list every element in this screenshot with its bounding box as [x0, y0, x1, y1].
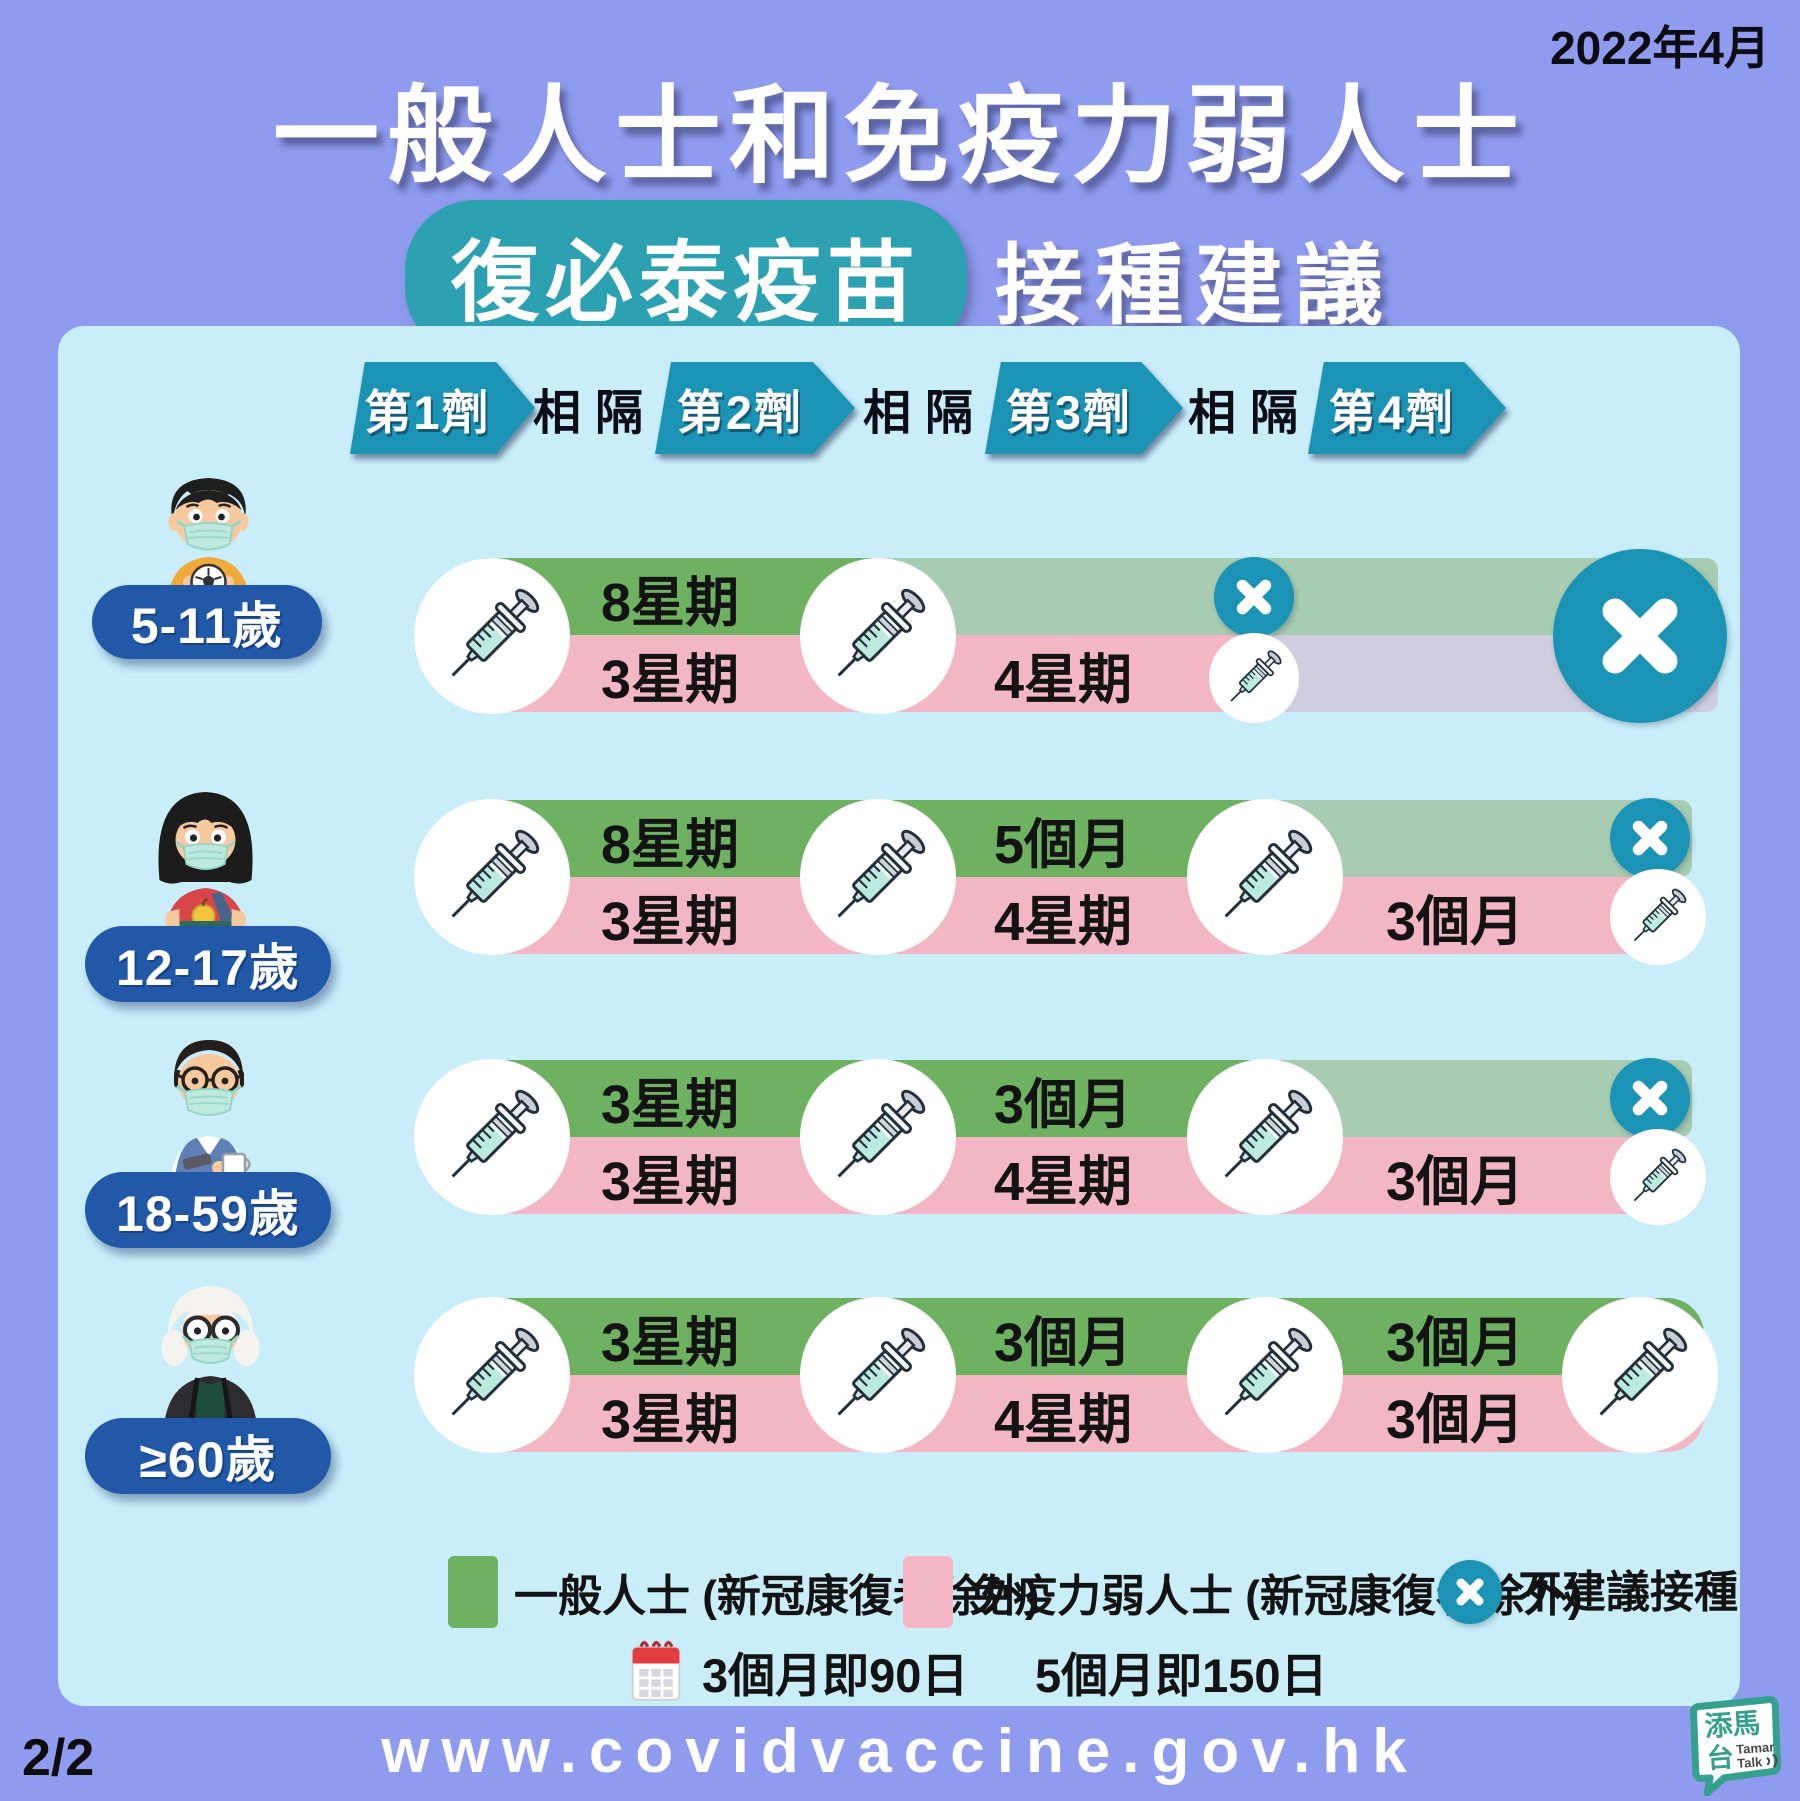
age-group-12-17: 12-17歲 — [85, 926, 331, 1002]
cross-icon — [1590, 586, 1690, 686]
row3-weak-interval-1: 3星期 — [600, 1151, 740, 1212]
age-group-60-plus: ≥60歲 — [85, 1418, 331, 1494]
row3-general-interval-1: 3星期 — [600, 1074, 740, 1135]
page-number: 2/2 — [22, 1729, 95, 1787]
website-url: www.covidvaccine.gov.hk — [381, 1717, 1419, 1786]
row1-general-interval-1: 8星期 — [600, 572, 740, 633]
logo-en-line2: Talk — [1737, 1754, 1764, 1771]
row4-general-interval-2: 3個月 — [993, 1312, 1133, 1373]
row2-general-interval-1: 8星期 — [600, 814, 740, 875]
logo-en-line1: Tamar — [1736, 1739, 1775, 1757]
legend-not-recommended-icon — [1438, 1560, 1502, 1624]
row1-weak-interval-1: 3星期 — [600, 649, 740, 710]
syringe-icon — [419, 1064, 565, 1210]
syringe-icon — [419, 804, 565, 950]
subtitle: 復必泰疫苗 接種建議 — [0, 200, 1800, 357]
syringe-icon — [1567, 1302, 1713, 1448]
legend-not-recommended-label: 不建議接種 — [1518, 1568, 1738, 1617]
tamar-talk-logo: 添馬 台 Tamar Talk — [1682, 1696, 1790, 1797]
dose-3-tag: 第3劑 — [985, 362, 1183, 454]
row2-weak-interval-2: 4星期 — [993, 891, 1133, 952]
dose-2-tag: 第2劑 — [655, 362, 855, 454]
row2-dose4-marker-weak — [1610, 869, 1706, 965]
row3-weak-interval-2: 4星期 — [993, 1151, 1133, 1212]
logo-zh-line2: 台 — [1706, 1741, 1735, 1774]
row2-dose3-marker — [1187, 799, 1343, 955]
syringe-icon — [419, 563, 565, 709]
row2-dose4-not-recommended-general — [1610, 798, 1690, 878]
row3-dose2-marker — [800, 1059, 956, 1215]
row4-dose2-marker — [800, 1297, 956, 1453]
row4-weak-interval-1: 3星期 — [600, 1389, 740, 1450]
row4-weak-interval-3: 3個月 — [1385, 1389, 1525, 1450]
dose-4-tag: 第4劑 — [1308, 362, 1506, 454]
row2-weak-interval-1: 3星期 — [600, 891, 740, 952]
row1-dose4-not-recommended — [1553, 549, 1727, 723]
row4-general-interval-1: 3星期 — [600, 1312, 740, 1373]
cross-icon — [1452, 1574, 1488, 1610]
syringe-icon — [805, 1302, 951, 1448]
row4-dose4-marker — [1562, 1297, 1718, 1453]
row2-weak-bar — [450, 877, 1704, 954]
syringe-icon — [805, 563, 951, 709]
row2-weak-interval-3: 3個月 — [1385, 891, 1525, 952]
row3-dose4-not-recommended-general — [1610, 1058, 1690, 1138]
cross-icon — [1627, 815, 1673, 861]
row1-dose3-not-recommended-general — [1214, 557, 1294, 637]
syringe-icon — [1212, 636, 1297, 721]
dose-1-tag: 第1劑 — [350, 362, 535, 454]
row1-dose2-marker — [800, 558, 956, 714]
schedule-panel — [58, 326, 1740, 1706]
syringe-icon — [1614, 873, 1702, 961]
row1-dose3-marker-weak — [1209, 633, 1299, 723]
syringe-icon — [805, 804, 951, 950]
legend-general-label: 一般人士 (新冠康復者除外) — [514, 1572, 1040, 1621]
logo-zh-line1: 添馬 — [1703, 1707, 1761, 1742]
avatar-man — [128, 1030, 288, 1183]
row4-general-bar — [450, 1298, 1704, 1375]
row1-dose1-marker — [414, 558, 570, 714]
cross-icon — [1627, 1075, 1673, 1121]
row4-general-interval-3: 3個月 — [1385, 1312, 1525, 1373]
page-title: 一般人士和免疫力弱人士 — [273, 78, 1527, 196]
avatar-girl — [122, 780, 287, 935]
row3-general-interval-2: 3個月 — [993, 1074, 1133, 1135]
syringe-icon — [1192, 1302, 1338, 1448]
row3-weak-interval-3: 3個月 — [1385, 1151, 1525, 1212]
row3-weak-bar — [450, 1137, 1704, 1214]
legend-general-swatch — [448, 1556, 498, 1628]
date-label: 2022年4月 — [1550, 22, 1770, 74]
note-5-months: 5個月即150日 — [1035, 1648, 1328, 1702]
avatar-boy — [130, 468, 285, 601]
row4-dose3-marker — [1187, 1297, 1343, 1453]
row3-dose3-marker — [1187, 1059, 1343, 1215]
subtitle-text: 接種建議 — [995, 236, 1396, 335]
legend-weak-swatch — [903, 1556, 953, 1628]
row2-dose2-marker — [800, 799, 956, 955]
syringe-icon — [1192, 1064, 1338, 1210]
note-3-months: 3個月即90日 — [702, 1648, 969, 1702]
row4-dose1-marker — [414, 1297, 570, 1453]
interval-separator-3: 相隔 — [1187, 387, 1312, 440]
syringe-icon — [1192, 804, 1338, 950]
interval-separator-1: 相隔 — [532, 387, 657, 440]
row2-dose1-marker — [414, 799, 570, 955]
calendar-icon — [628, 1636, 684, 1704]
syringe-icon — [1614, 1133, 1702, 1221]
avatar-elderly-woman — [132, 1274, 287, 1427]
row4-weak-bar — [450, 1375, 1704, 1452]
syringe-icon — [805, 1064, 951, 1210]
interval-separator-2: 相隔 — [862, 387, 987, 440]
cross-icon — [1231, 574, 1277, 620]
row4-weak-interval-2: 4星期 — [993, 1389, 1133, 1450]
row1-weak-interval-2: 4星期 — [993, 649, 1133, 710]
age-group-18-59: 18-59歲 — [85, 1172, 331, 1248]
syringe-icon — [419, 1302, 565, 1448]
age-group-5-11: 5-11歲 — [92, 585, 322, 659]
row3-dose4-marker-weak — [1610, 1129, 1706, 1225]
row2-general-interval-2: 5個月 — [993, 814, 1133, 875]
row3-dose1-marker — [414, 1059, 570, 1215]
